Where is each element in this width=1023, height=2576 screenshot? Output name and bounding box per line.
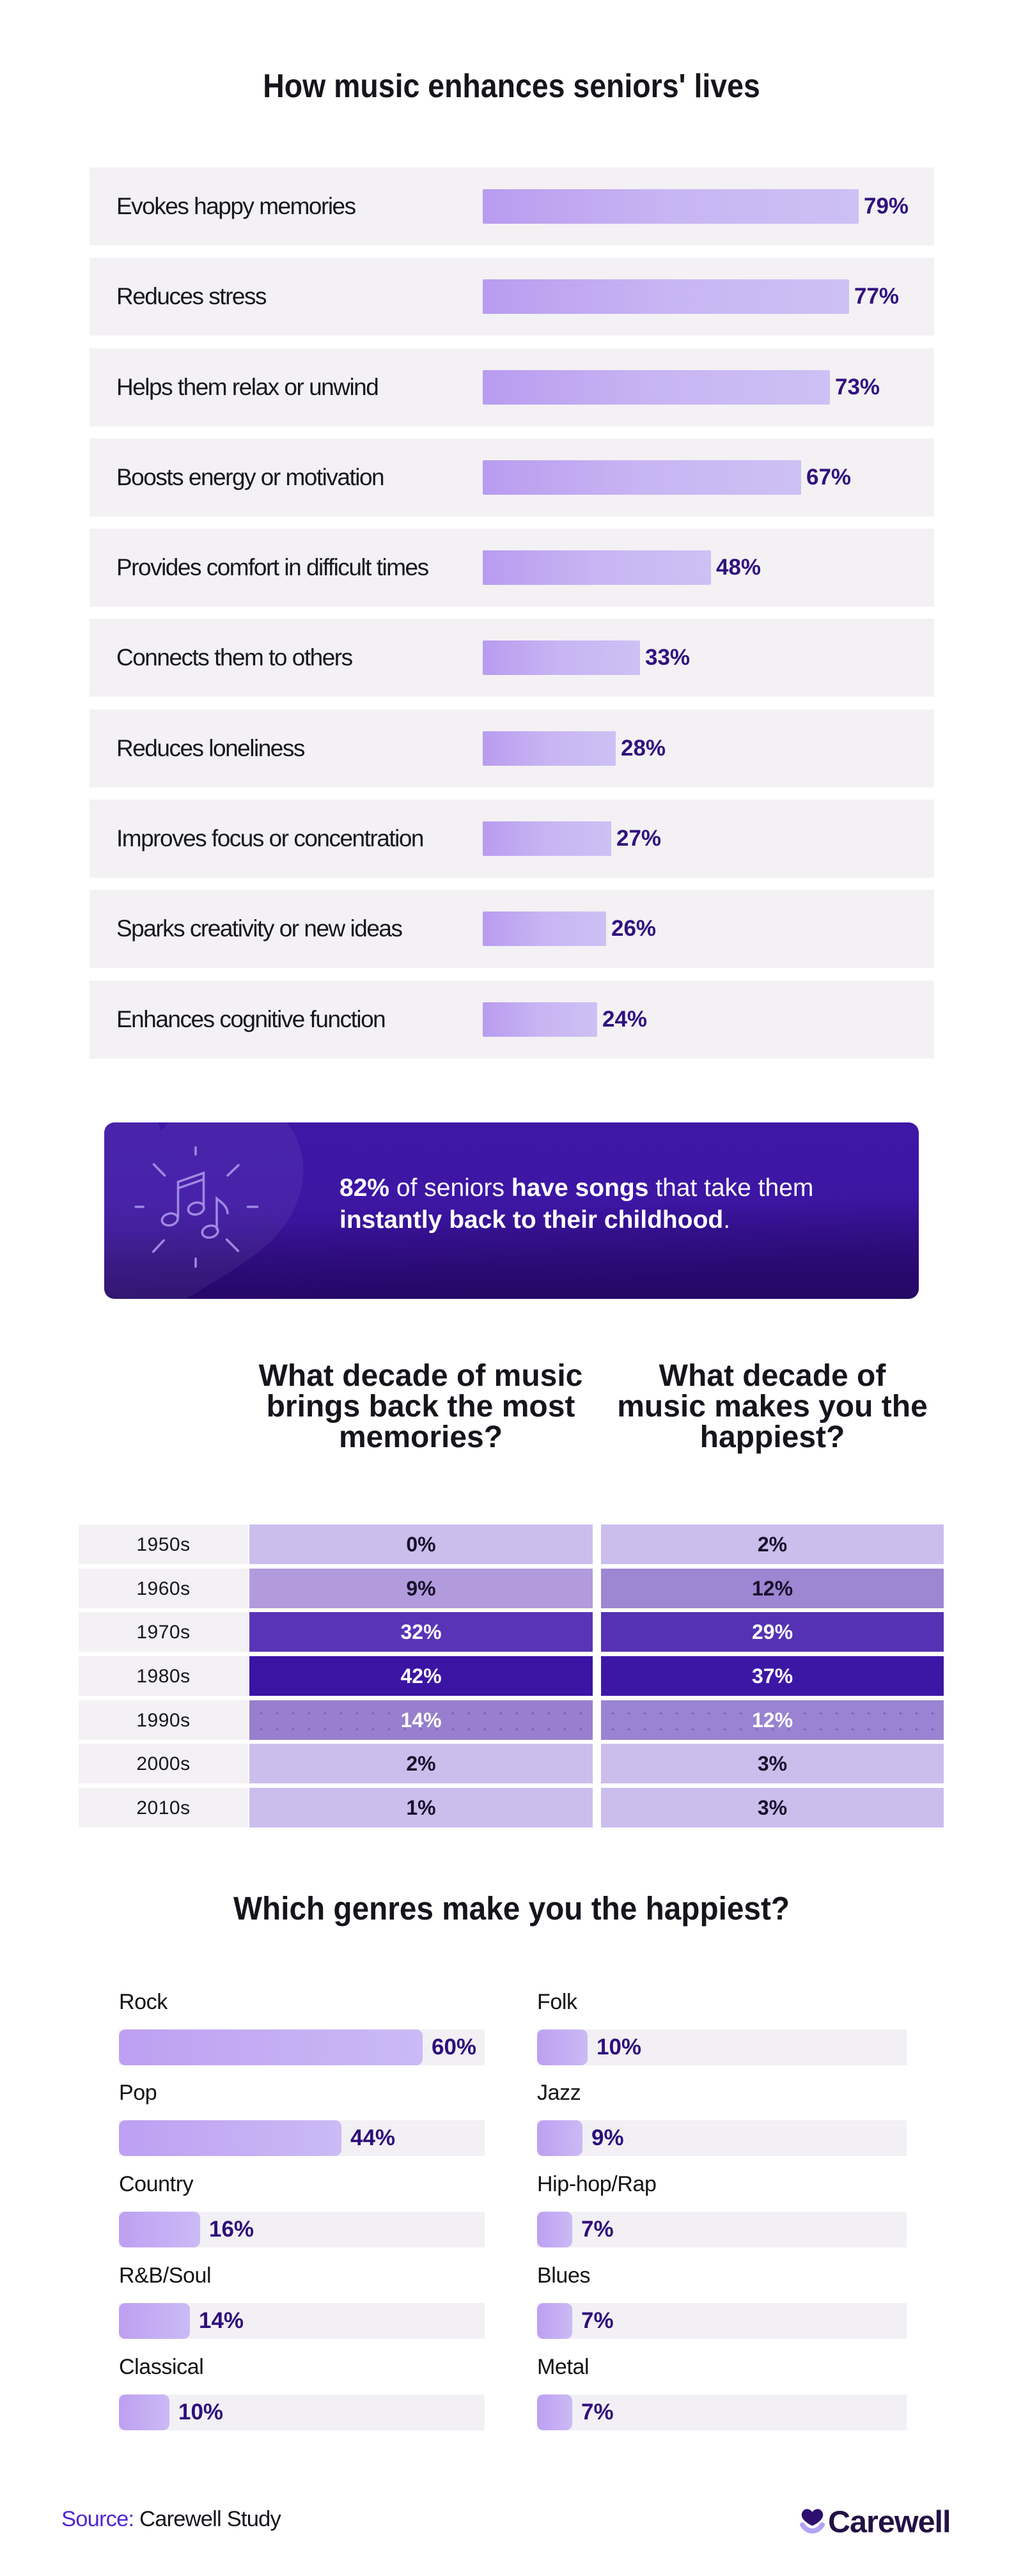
svg-text:Carewell: Carewell xyxy=(828,2504,951,2539)
